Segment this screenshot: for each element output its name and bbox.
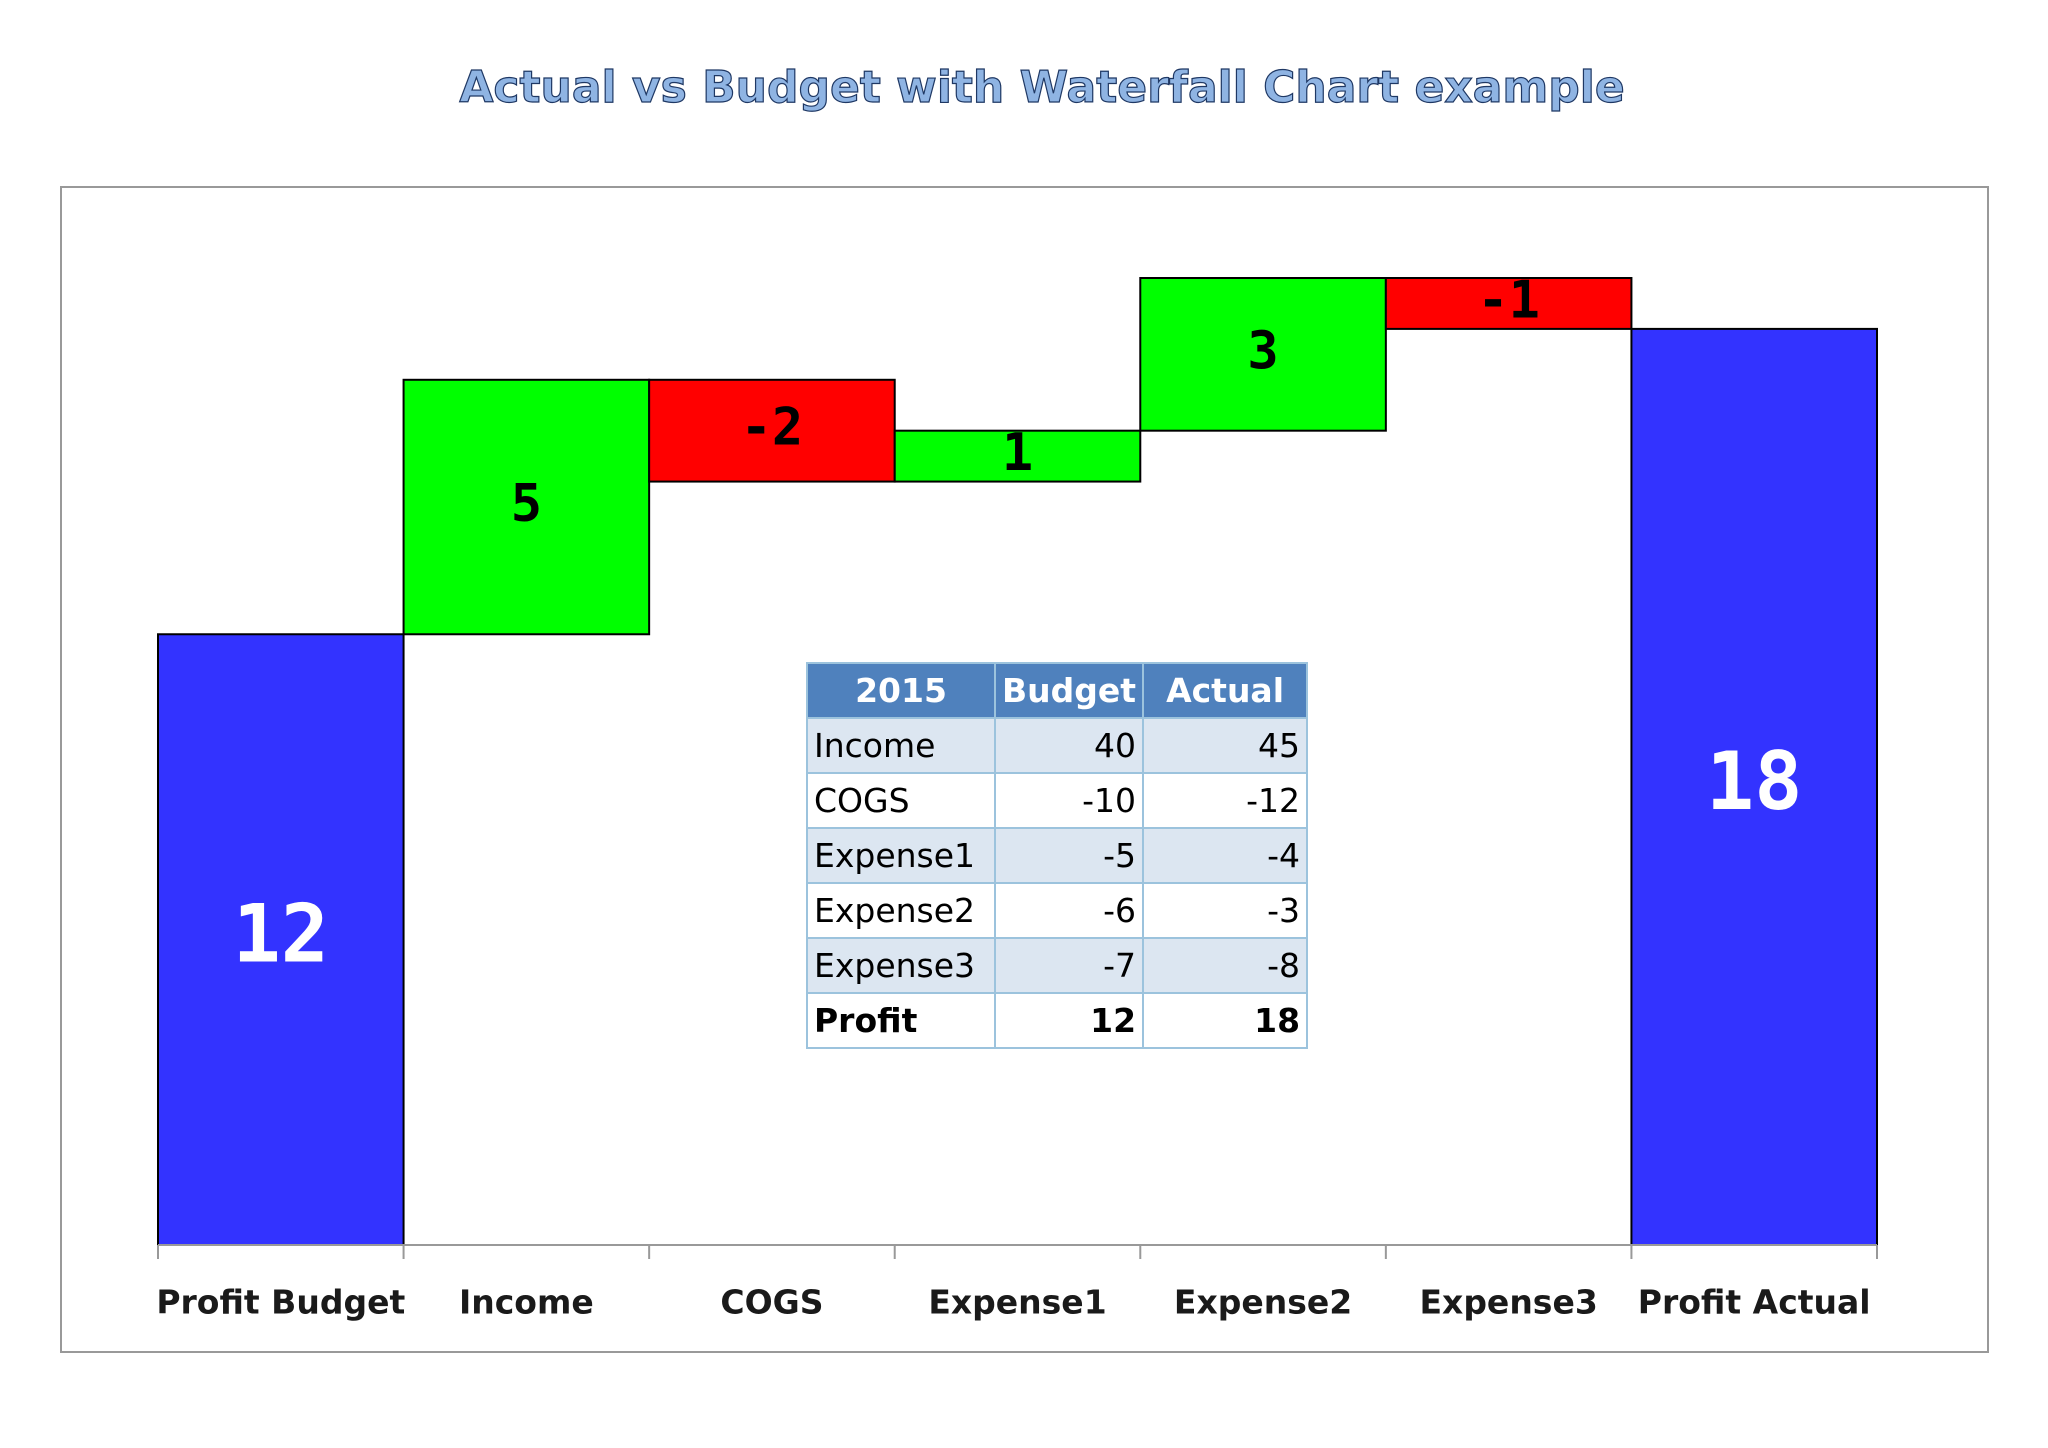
table-cell: Profit [806,992,996,1049]
data-label: 1 [1002,423,1033,483]
table-cell: -8 [1142,937,1309,994]
table-cell: -7 [993,937,1145,994]
table-cell: Expense1 [806,827,996,884]
table-cell: COGS [806,772,996,829]
table-row: Income 40 45 [806,717,1309,774]
table-row: Profit 12 18 [806,992,1309,1049]
data-label: -1 [1477,270,1540,330]
table-cell: 40 [993,717,1145,774]
header-cell: Budget [993,662,1145,719]
header-cell: 2015 [806,662,996,719]
data-label: -2 [741,398,804,458]
table-row: Expense3 -7 -8 [806,937,1309,994]
table-cell: -5 [993,827,1145,884]
table-row: Expense1 -5 -4 [806,827,1309,884]
table-cell: 12 [993,992,1145,1049]
table-cell: -6 [993,882,1145,939]
table-cell: Expense3 [806,937,996,994]
table-cell: Expense2 [806,882,996,939]
bar [893,429,1142,483]
table-row: COGS -10 -12 [806,772,1309,829]
table-cell: -4 [1142,827,1309,884]
bar [157,633,405,1246]
table-cell: 45 [1142,717,1309,774]
x-tick-label: Profit Actual [1638,1283,1871,1322]
x-tick-label: Expense2 [1174,1283,1352,1322]
x-tick-label: Expense1 [928,1283,1106,1322]
bar [1630,327,1879,1247]
table-header: 2015 Budget Actual [806,662,1309,719]
table-cell: 18 [1142,992,1309,1049]
table-cell: -12 [1142,772,1309,829]
data-label: 3 [1247,321,1278,381]
x-tick-label: Expense3 [1419,1283,1597,1322]
table-cell: Income [806,717,996,774]
bar [1384,277,1633,330]
bar [648,378,896,483]
x-tick-label: Profit Budget [156,1283,405,1322]
table-row: Expense2 -6 -3 [806,882,1309,939]
data-label: 5 [511,474,542,534]
chart-title: Actual vs Budget with Waterfall Chart ex… [459,62,1624,113]
header-cell: Actual [1142,662,1309,719]
bar [1139,277,1387,432]
bar [402,378,651,636]
table-cell: -10 [993,772,1145,829]
data-label: 12 [233,888,329,981]
data-label: 18 [1706,735,1802,828]
data-table: 2015 Budget Actual Income 40 45 COGS -10 -12 Exp… [806,662,1309,1049]
x-tick-label: COGS [720,1283,823,1322]
table-cell: -3 [1142,882,1309,939]
x-tick-label: Income [459,1283,594,1322]
